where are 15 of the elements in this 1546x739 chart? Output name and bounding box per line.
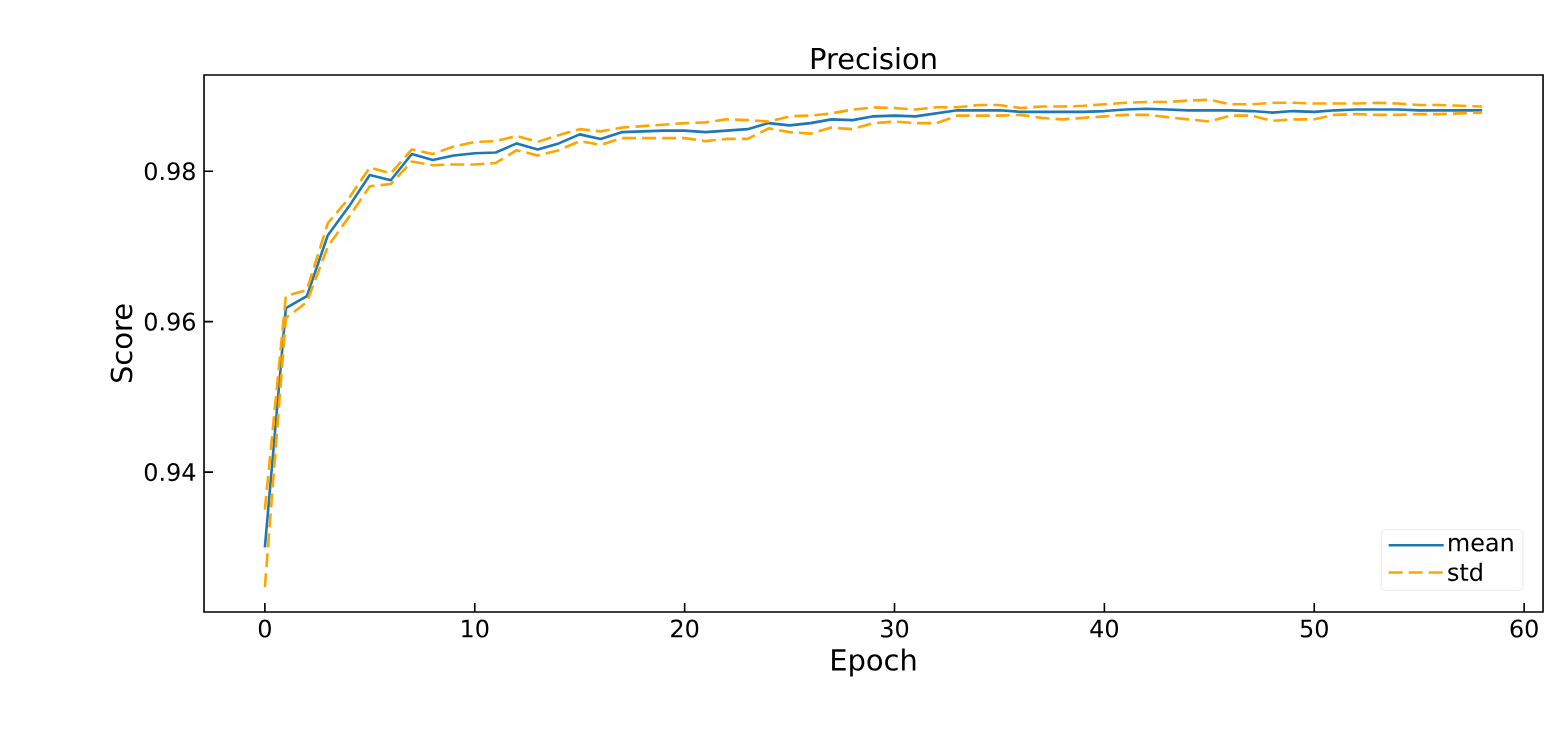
x-tick-label: 50	[1300, 619, 1328, 638]
x-tick-label: 30	[881, 619, 909, 638]
legend-label: std	[1448, 562, 1482, 582]
x-tick-label: 0	[258, 619, 271, 638]
x-tick-label: 60	[1510, 619, 1538, 638]
chart-title: Precision	[811, 47, 936, 70]
y-axis-title: Score	[110, 304, 133, 383]
x-tick-label: 10	[462, 619, 489, 638]
x-tick-label: 40	[1090, 619, 1119, 638]
y-tick-label: 0.96	[144, 312, 195, 331]
y-tick-label: 0.94	[144, 463, 196, 482]
x-tick-label: 20	[671, 619, 699, 638]
x-axis-title: Epoch	[832, 648, 916, 677]
y-tick-label: 0.98	[144, 162, 195, 181]
legend-label: mean	[1449, 537, 1513, 552]
